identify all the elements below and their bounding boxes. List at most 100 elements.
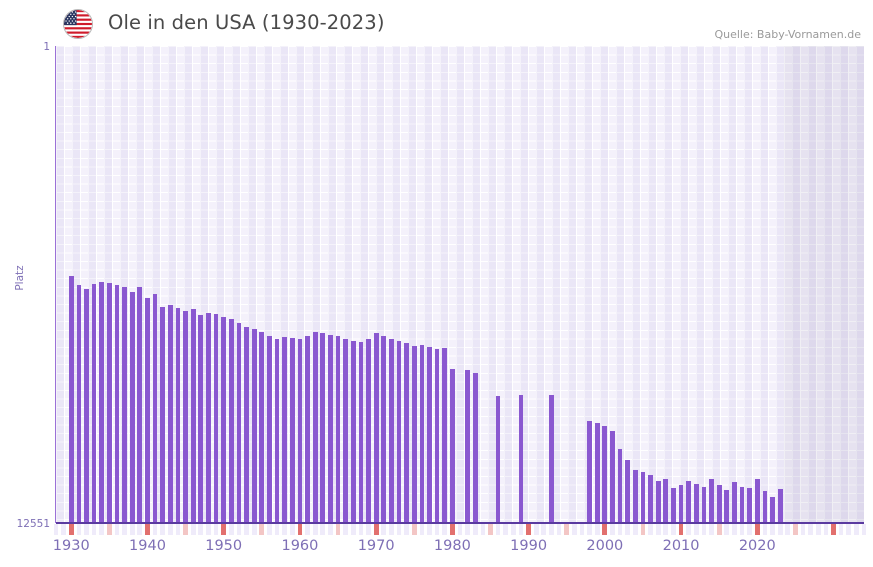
bar[interactable] [716, 485, 722, 523]
bar[interactable] [129, 292, 135, 523]
bar[interactable] [312, 331, 318, 523]
bar[interactable] [91, 283, 97, 523]
bar[interactable] [358, 341, 364, 523]
bar[interactable] [450, 369, 455, 523]
bar[interactable] [160, 307, 166, 523]
bar[interactable] [549, 394, 554, 523]
bar[interactable] [122, 287, 127, 523]
bar[interactable] [739, 486, 745, 523]
bar[interactable] [389, 338, 394, 523]
bar[interactable] [632, 469, 638, 523]
bar[interactable] [366, 338, 371, 523]
bar[interactable] [213, 314, 219, 523]
bar[interactable] [76, 285, 82, 523]
x-tick-mark [68, 524, 74, 535]
bar[interactable] [106, 282, 112, 523]
bar[interactable] [236, 323, 242, 523]
bar[interactable] [350, 340, 356, 523]
bar[interactable] [335, 335, 341, 523]
bar[interactable] [693, 483, 699, 523]
bar[interactable] [320, 333, 326, 523]
x-tick-mark [480, 524, 486, 535]
bar[interactable] [663, 478, 669, 523]
bar[interactable] [594, 423, 600, 523]
bar[interactable] [701, 486, 707, 523]
bar[interactable] [343, 338, 349, 523]
bar[interactable] [625, 460, 631, 523]
bar[interactable] [244, 327, 249, 523]
bar[interactable] [99, 281, 105, 523]
x-tick-mark [183, 524, 188, 535]
bar[interactable] [137, 286, 143, 523]
bar[interactable] [190, 309, 196, 523]
bar[interactable] [434, 348, 440, 523]
bar[interactable] [228, 318, 234, 523]
x-tick-mark [526, 524, 531, 535]
bar[interactable] [678, 485, 684, 523]
bar[interactable] [221, 316, 227, 523]
bar[interactable] [183, 310, 188, 523]
x-tick-mark [465, 524, 470, 535]
bar[interactable] [114, 285, 120, 523]
x-tick-mark [747, 524, 753, 535]
bar[interactable] [671, 487, 676, 523]
bar[interactable] [305, 336, 310, 523]
bar[interactable] [396, 340, 402, 523]
bar[interactable] [206, 312, 211, 523]
bar[interactable] [465, 369, 470, 523]
bar[interactable] [472, 372, 478, 523]
bar[interactable] [419, 345, 425, 523]
page-title: Ole in den USA (1930-2023) [108, 11, 385, 34]
bar[interactable] [427, 347, 432, 523]
x-axis-tick-label: 1930 [52, 538, 90, 554]
bar[interactable] [152, 293, 158, 523]
bar[interactable] [259, 331, 265, 523]
bar[interactable] [282, 337, 288, 523]
bar[interactable] [404, 343, 409, 523]
bar[interactable] [762, 491, 768, 523]
bar[interactable] [648, 474, 653, 523]
bar[interactable] [198, 315, 204, 523]
bar[interactable] [686, 481, 692, 523]
bar[interactable] [518, 394, 524, 523]
x-tick-mark [366, 524, 371, 535]
bar[interactable] [770, 496, 775, 523]
bar[interactable] [297, 338, 303, 523]
x-tick-mark [251, 524, 257, 535]
bar[interactable] [175, 308, 181, 523]
bar[interactable] [732, 482, 737, 523]
bar[interactable] [610, 430, 615, 523]
x-tick-mark [579, 524, 585, 535]
bar[interactable] [328, 334, 333, 523]
bar[interactable] [617, 448, 623, 523]
bar[interactable] [640, 471, 646, 523]
bar[interactable] [274, 338, 280, 523]
bar[interactable] [411, 346, 417, 523]
bar[interactable] [289, 338, 295, 523]
bar[interactable] [754, 478, 760, 523]
bar[interactable] [84, 289, 89, 523]
x-axis-tick-label: 1990 [510, 538, 548, 554]
bar[interactable] [724, 489, 730, 523]
bar[interactable] [587, 421, 592, 523]
bar[interactable] [747, 487, 753, 523]
x-tick-mark [457, 524, 463, 535]
bar[interactable] [602, 426, 608, 523]
bar[interactable] [145, 297, 150, 523]
x-tick-mark [678, 524, 684, 535]
x-tick-mark [686, 524, 692, 535]
bar[interactable] [373, 333, 379, 523]
bar[interactable] [655, 481, 661, 523]
bar[interactable] [442, 347, 448, 523]
bar[interactable] [381, 336, 387, 523]
x-tick-mark [617, 524, 623, 535]
bar[interactable] [495, 395, 501, 523]
bar[interactable] [709, 479, 714, 523]
bar[interactable] [167, 305, 173, 523]
bar[interactable] [68, 275, 74, 523]
bar[interactable] [777, 489, 783, 523]
bar-series [56, 46, 864, 523]
x-tick-mark [793, 524, 798, 535]
bar[interactable] [267, 336, 272, 523]
bar[interactable] [251, 329, 257, 523]
